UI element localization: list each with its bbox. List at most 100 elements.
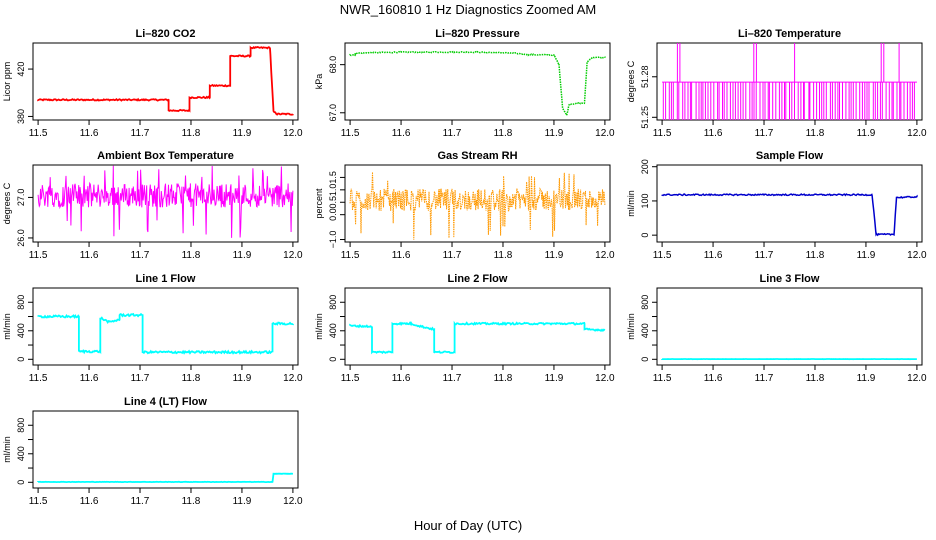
panel-title: Li–820 CO2 [136,28,196,40]
y-tick-label: 27.0 [16,189,26,207]
data-series [37,165,294,238]
x-tick-label: 11.9 [233,496,252,507]
x-tick-label: 12.0 [595,250,615,261]
plot-frame [32,42,299,121]
data-series [349,50,606,116]
x-tick-label: 11.5 [29,250,48,261]
x-tick-label: 12.0 [907,373,927,384]
y-tick-label: 400 [328,323,338,338]
y-tick-label: 800 [640,295,650,310]
x-tick-label: 11.9 [545,373,564,384]
data-series [349,320,606,355]
panel-title: Line 2 Flow [448,273,508,285]
data-series [37,312,294,355]
x-tick-label: 11.8 [182,496,201,507]
x-tick-label: 11.7 [755,250,774,261]
x-tick-label: 11.8 [182,373,201,384]
x-tick-label: 11.9 [857,128,876,139]
x-tick-label: 11.7 [443,373,462,384]
panel-title: Line 4 (LT) Flow [124,396,207,408]
x-tick-label: 11.5 [341,373,360,384]
data-series [662,43,917,120]
x-tick-label: 11.6 [80,373,99,384]
x-tick-label: 12.0 [595,128,615,139]
panel-0: Li–820 CO2 Licor ppm 11.5 11.6 11.7 11.8 11.9 1… [2,28,303,139]
panel-8: Line 3 Flow ml/min 11.5 11.6 11.7 11.8 11.9 12.… [626,273,927,384]
x-tick-label: 12.0 [907,128,927,139]
x-tick-label: 11.5 [341,128,360,139]
x-tick-label: 11.8 [182,250,201,261]
x-tick-label: 11.9 [857,250,876,261]
x-tick-label: 12.0 [283,373,303,384]
panel-title: Li–820 Pressure [435,28,519,40]
panel-title: Line 3 Flow [760,273,820,285]
y-tick-label: 0 [16,357,26,362]
x-tick-label: 11.5 [29,496,48,507]
plot-frame [32,287,299,366]
x-tick-label: 12.0 [283,250,303,261]
y-axis-label: kPa [314,74,324,90]
data-series [37,45,294,116]
y-tick-label: 100 [640,193,650,208]
x-tick-label: 11.6 [704,250,723,261]
x-tick-label: 12.0 [283,496,303,507]
x-tick-label: 11.5 [653,373,672,384]
y-axis-label: degrees C [626,60,636,102]
y-tick-label: 0 [640,357,650,362]
panel-9: Line 4 (LT) Flow ml/min 11.5 11.6 11.7 11.8 11… [2,396,303,507]
plot-frame [344,164,611,243]
y-tick-label: 800 [328,295,338,310]
x-tick-label: 11.6 [704,373,723,384]
page-title: NWR_160810 1 Hz Diagnostics Zoomed AM [339,2,597,17]
y-tick-label: 0.5 [328,196,338,209]
x-tick-label: 11.9 [233,128,252,139]
x-tick-label: 11.8 [806,373,825,384]
y-axis-label: ml/min [626,313,636,340]
y-tick-label: 0 [328,357,338,362]
y-axis-label: ml/min [2,313,12,340]
panel-4: Gas Stream RH percent 11.5 11.6 11.7 11.8 11.9… [314,150,615,261]
y-tick-label: 26.0 [16,229,26,247]
y-tick-label: 200 [640,159,650,174]
panel-1: Li–820 Pressure kPa 11.5 11.6 11.7 11.8 11.9 12… [314,28,615,139]
plot-frame [32,164,299,243]
panel-title: Sample Flow [756,150,824,162]
panel-3: Ambient Box Temperature degrees C 11.5 11.6… [2,150,303,261]
x-tick-label: 11.6 [80,128,99,139]
x-tick-label: 11.6 [392,128,411,139]
x-tick-label: 11.8 [494,128,513,139]
x-tick-label: 11.7 [443,250,462,261]
panel-title: Gas Stream RH [437,150,517,162]
y-tick-label: 1.0 [328,184,338,197]
x-tick-label: 11.9 [233,250,252,261]
y-tick-label: 0 [16,480,26,485]
x-tick-label: 11.5 [29,373,48,384]
x-tick-label: 11.8 [494,373,513,384]
panel-title: Ambient Box Temperature [97,150,234,162]
x-tick-label: 11.5 [29,128,48,139]
plot-frame [656,164,923,243]
data-series [37,472,294,484]
y-tick-label: 400 [640,323,650,338]
panel-6: Line 1 Flow ml/min 11.5 11.6 11.7 11.8 11.9 12.… [2,273,303,384]
y-axis-label: Licor ppm [2,62,12,102]
x-tick-label: 11.9 [545,250,564,261]
y-tick-label: 400 [16,446,26,461]
plot-frame [656,287,923,366]
x-axis-label: Hour of Day (UTC) [413,518,523,533]
y-axis-label: ml/min [626,190,636,217]
x-tick-label: 11.6 [392,373,411,384]
x-tick-label: 11.7 [131,496,150,507]
y-tick-label: 51.25 [640,106,650,129]
y-axis-label: degrees C [2,182,12,224]
x-tick-label: 12.0 [595,373,615,384]
data-series [661,193,918,237]
x-tick-label: 11.5 [341,250,360,261]
y-tick-label: 67.0 [328,104,338,122]
y-tick-label: −1.0 [328,231,338,249]
x-tick-label: 11.7 [131,373,150,384]
x-tick-label: 11.6 [704,128,723,139]
y-tick-label: 68.0 [328,56,338,74]
x-tick-label: 11.9 [545,128,564,139]
